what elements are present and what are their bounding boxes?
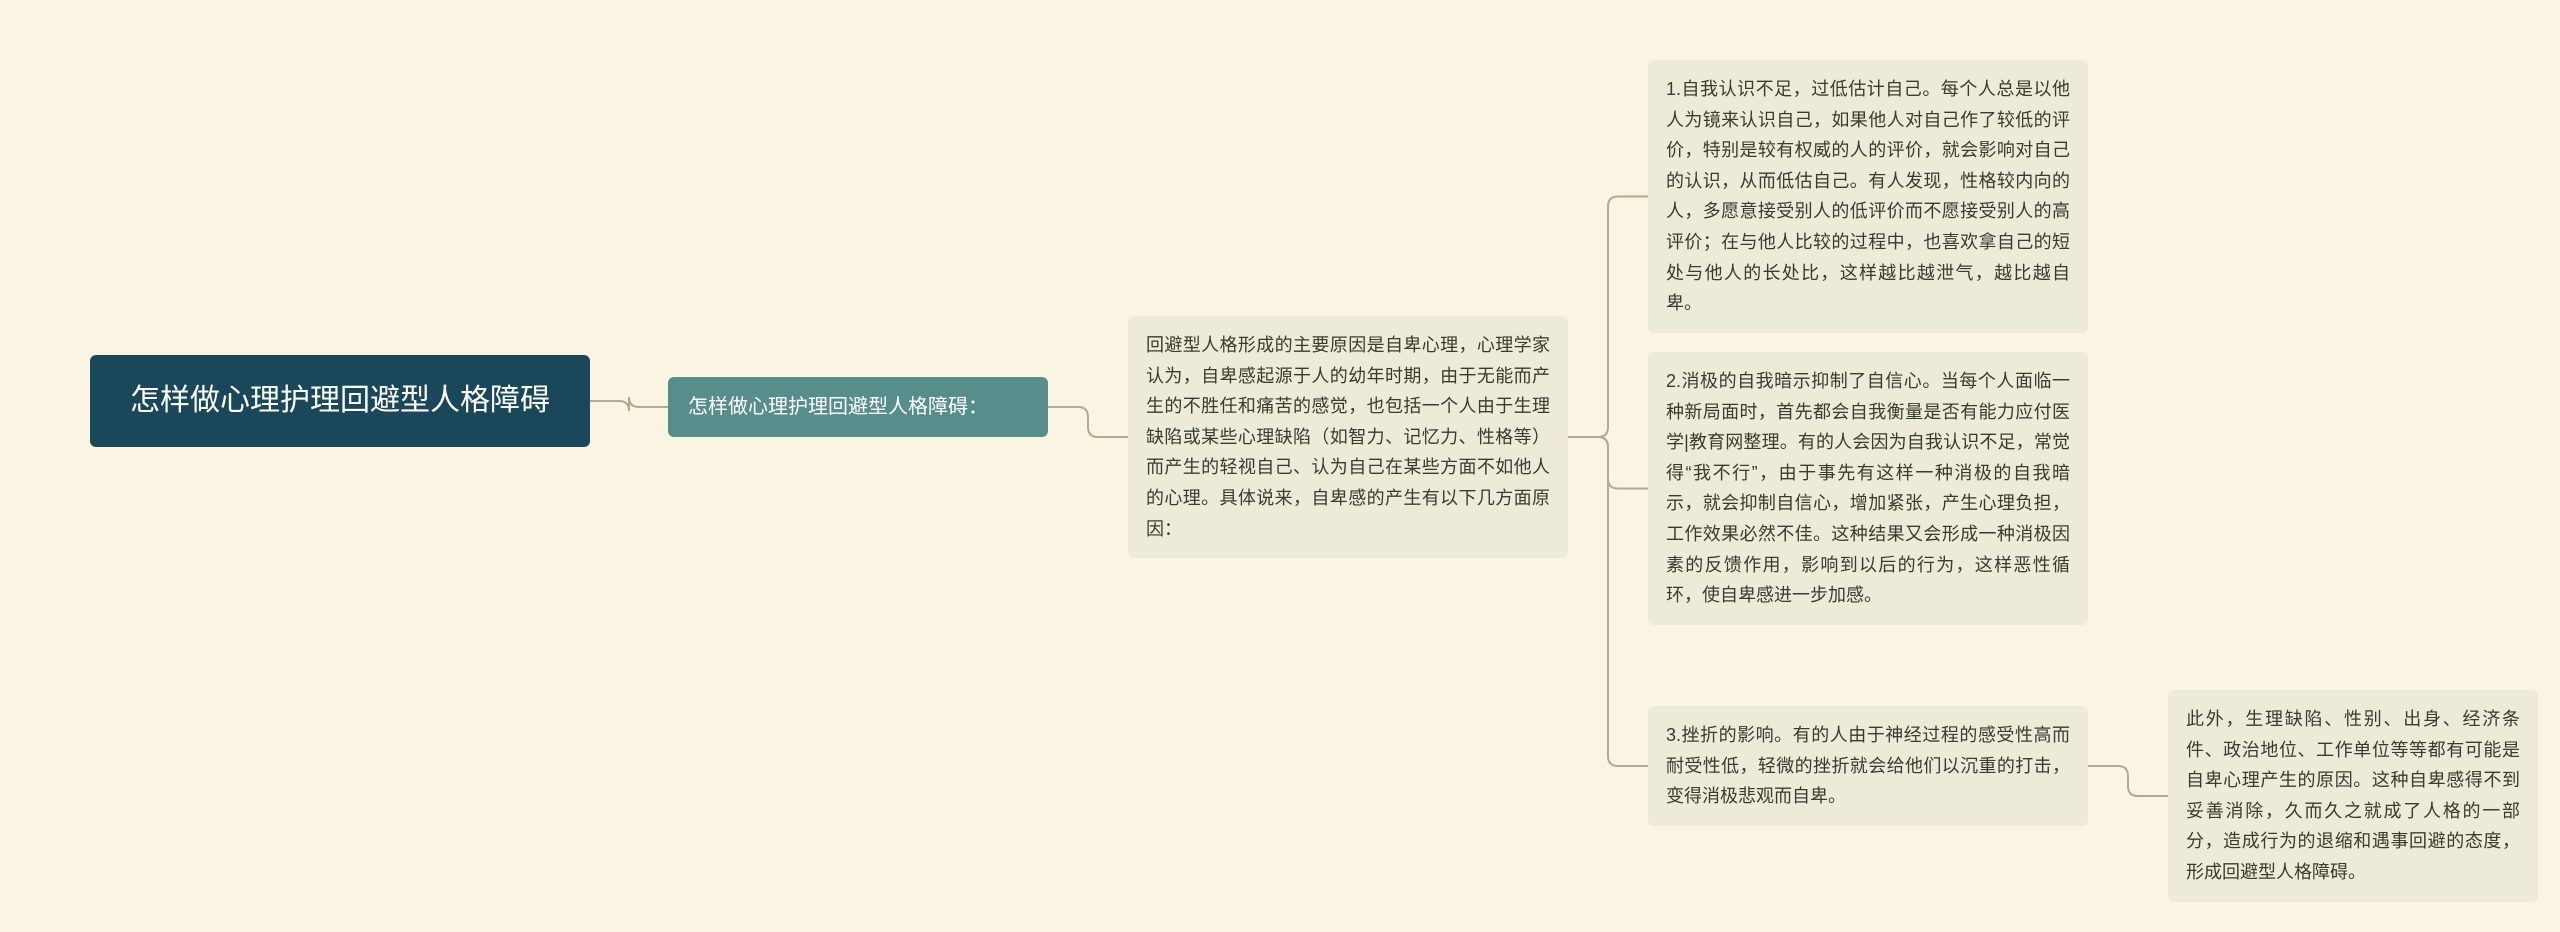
point1-node: 1.自我认识不足，过低估计自己。每个人总是以他人为镜来认识自己，如果他人对自己作… bbox=[1648, 60, 2088, 333]
point3-text: 3.挫折的影响。有的人由于神经过程的感受性高而耐受性低，轻微的挫折就会给他们以沉… bbox=[1666, 725, 2070, 806]
root-text: 怎样做心理护理回避型人格障碍 bbox=[130, 384, 550, 417]
root-node: 怎样做心理护理回避型人格障碍 bbox=[90, 355, 590, 447]
extra-text: 此外，生理缺陷、性别、出身、经济条件、政治地位、工作单位等等都有可能是自卑心理产… bbox=[2186, 709, 2520, 882]
subtopic-text: 怎样做心理护理回避型人格障碍： bbox=[688, 396, 988, 418]
point2-node: 2.消极的自我暗示抑制了自信心。当每个人面临一种新局面时，首先都会自我衡量是否有… bbox=[1648, 352, 2088, 625]
description-node: 回避型人格形成的主要原因是自卑心理，心理学家认为，自卑感起源于人的幼年时期，由于… bbox=[1128, 316, 1568, 558]
description-text: 回避型人格形成的主要原因是自卑心理，心理学家认为，自卑感起源于人的幼年时期，由于… bbox=[1146, 335, 1550, 539]
point3-node: 3.挫折的影响。有的人由于神经过程的感受性高而耐受性低，轻微的挫折就会给他们以沉… bbox=[1648, 706, 2088, 826]
point1-text: 1.自我认识不足，过低估计自己。每个人总是以他人为镜来认识自己，如果他人对自己作… bbox=[1666, 79, 2070, 313]
subtopic-node: 怎样做心理护理回避型人格障碍： bbox=[668, 377, 1048, 437]
extra-node: 此外，生理缺陷、性别、出身、经济条件、政治地位、工作单位等等都有可能是自卑心理产… bbox=[2168, 690, 2538, 902]
point2-text: 2.消极的自我暗示抑制了自信心。当每个人面临一种新局面时，首先都会自我衡量是否有… bbox=[1666, 371, 2070, 605]
